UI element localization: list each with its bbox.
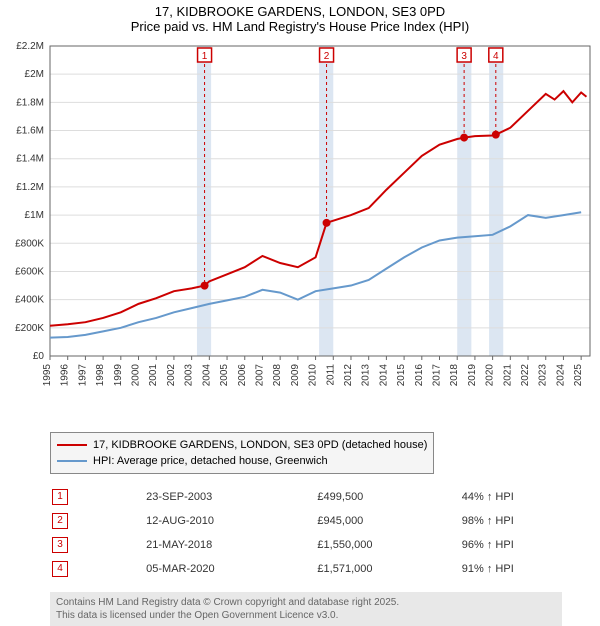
svg-text:£2M: £2M — [25, 69, 44, 80]
svg-text:2022: 2022 — [520, 364, 531, 387]
chart-svg: £0 £200K £400K £600K £800K £1M £1.2M £1.4M £1.6M… — [0, 36, 600, 426]
table-row: 2 12-AUG-2010£945,00098% ↑ HPI — [52, 510, 598, 532]
title-block: 17, KIDBROOKE GARDENS, LONDON, SE3 0PD P… — [0, 0, 600, 36]
transactions-table: 1 23-SEP-2003£499,50044% ↑ HPI 2 12-AUG-201… — [50, 484, 600, 582]
svg-text:1996: 1996 — [60, 364, 71, 387]
svg-text:£800K: £800K — [15, 238, 44, 249]
tx-pct: 98% ↑ HPI — [462, 510, 598, 532]
tx-num-cell: 3 — [52, 534, 144, 556]
svg-text:2013: 2013 — [361, 364, 372, 387]
svg-text:2015: 2015 — [396, 364, 407, 387]
svg-text:2023: 2023 — [538, 364, 549, 387]
tx-num-box: 3 — [52, 537, 68, 553]
tx-pct: 91% ↑ HPI — [462, 558, 598, 580]
tx-pct: 96% ↑ HPI — [462, 534, 598, 556]
license-line-1: Contains HM Land Registry data © Crown c… — [56, 596, 556, 609]
svg-text:£1.2M: £1.2M — [16, 182, 44, 193]
tx-num-box: 2 — [52, 513, 68, 529]
svg-text:2016: 2016 — [414, 364, 425, 387]
legend-label: 17, KIDBROOKE GARDENS, LONDON, SE3 0PD (… — [93, 439, 427, 451]
table-row: 4 05-MAR-2020£1,571,00091% ↑ HPI — [52, 558, 598, 580]
svg-text:2002: 2002 — [166, 364, 177, 387]
svg-text:2024: 2024 — [555, 364, 566, 387]
legend-swatch — [57, 460, 87, 462]
svg-text:2000: 2000 — [131, 364, 142, 387]
svg-text:£200K: £200K — [15, 323, 44, 334]
svg-text:2012: 2012 — [343, 364, 354, 387]
tx-price: £1,571,000 — [317, 558, 459, 580]
svg-text:£2.2M: £2.2M — [16, 41, 44, 52]
table-row: 3 21-MAY-2018£1,550,00096% ↑ HPI — [52, 534, 598, 556]
svg-text:2: 2 — [324, 51, 330, 62]
tx-price: £1,550,000 — [317, 534, 459, 556]
tx-date: 12-AUG-2010 — [146, 510, 315, 532]
svg-text:2025: 2025 — [573, 364, 584, 387]
svg-text:2019: 2019 — [467, 364, 478, 387]
chart-title-address: 17, KIDBROOKE GARDENS, LONDON, SE3 0PD — [0, 4, 600, 19]
tx-price: £945,000 — [317, 510, 459, 532]
legend-row: HPI: Average price, detached house, Gree… — [57, 453, 427, 469]
svg-text:£600K: £600K — [15, 266, 44, 277]
svg-text:2008: 2008 — [272, 364, 283, 387]
svg-text:2003: 2003 — [184, 364, 195, 387]
svg-text:2014: 2014 — [378, 364, 389, 387]
license-line-2: This data is licensed under the Open Gov… — [56, 609, 556, 622]
chart: £0 £200K £400K £600K £800K £1M £1.2M £1.4M £1.6M… — [0, 36, 600, 426]
svg-text:2020: 2020 — [485, 364, 496, 387]
svg-text:2005: 2005 — [219, 364, 230, 387]
svg-text:£1.6M: £1.6M — [16, 126, 44, 137]
svg-text:1995: 1995 — [42, 364, 53, 387]
svg-text:2004: 2004 — [201, 364, 212, 387]
legend-swatch — [57, 444, 87, 446]
tx-price: £499,500 — [317, 486, 459, 508]
tx-num-cell: 2 — [52, 510, 144, 532]
svg-text:£1M: £1M — [25, 210, 44, 221]
license-notice: Contains HM Land Registry data © Crown c… — [50, 592, 562, 626]
tx-num-cell: 4 — [52, 558, 144, 580]
tx-date: 05-MAR-2020 — [146, 558, 315, 580]
svg-text:£0: £0 — [33, 351, 45, 362]
svg-text:2010: 2010 — [308, 364, 319, 387]
table-row: 1 23-SEP-2003£499,50044% ↑ HPI — [52, 486, 598, 508]
legend: 17, KIDBROOKE GARDENS, LONDON, SE3 0PD (… — [0, 426, 600, 478]
tx-num-box: 1 — [52, 489, 68, 505]
svg-text:2017: 2017 — [432, 364, 443, 387]
svg-text:1997: 1997 — [77, 364, 88, 387]
tx-date: 21-MAY-2018 — [146, 534, 315, 556]
svg-text:2011: 2011 — [325, 364, 336, 386]
svg-text:£1.8M: £1.8M — [16, 97, 44, 108]
svg-text:2006: 2006 — [237, 364, 248, 387]
svg-text:£400K: £400K — [15, 295, 44, 306]
svg-text:3: 3 — [461, 51, 467, 62]
chart-title-subtitle: Price paid vs. HM Land Registry's House … — [0, 19, 600, 34]
legend-label: HPI: Average price, detached house, Gree… — [93, 455, 328, 467]
svg-text:1998: 1998 — [95, 364, 106, 387]
tx-date: 23-SEP-2003 — [146, 486, 315, 508]
svg-text:2001: 2001 — [148, 364, 159, 387]
tx-pct: 44% ↑ HPI — [462, 486, 598, 508]
svg-text:1999: 1999 — [113, 364, 124, 387]
svg-text:2009: 2009 — [290, 364, 301, 387]
svg-text:4: 4 — [493, 51, 499, 62]
svg-text:2018: 2018 — [449, 364, 460, 387]
svg-text:2021: 2021 — [502, 364, 513, 387]
legend-row: 17, KIDBROOKE GARDENS, LONDON, SE3 0PD (… — [57, 437, 427, 453]
page-container: 17, KIDBROOKE GARDENS, LONDON, SE3 0PD P… — [0, 0, 600, 620]
svg-text:2007: 2007 — [254, 364, 265, 387]
svg-text:1: 1 — [202, 51, 208, 62]
tx-num-box: 4 — [52, 561, 68, 577]
tx-num-cell: 1 — [52, 486, 144, 508]
svg-text:£1.4M: £1.4M — [16, 154, 44, 165]
